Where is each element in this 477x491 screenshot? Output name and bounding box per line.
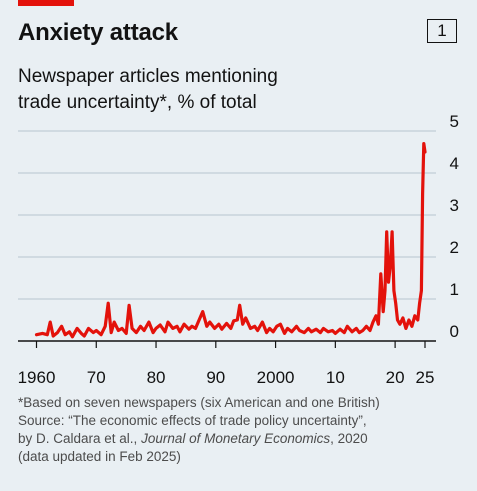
x-tick-label: 90 — [206, 368, 225, 387]
source-line-1: Source: “The economic effects of trade p… — [18, 413, 367, 428]
y-tick-label: 2 — [450, 238, 459, 257]
x-axis: 1960 70 80 90 2000 10 20 25 — [18, 340, 436, 387]
y-tick-label: 4 — [450, 154, 459, 173]
footnote-text: *Based on seven newspapers (six American… — [18, 395, 380, 410]
y-tick-label: 0 — [450, 322, 459, 341]
y-tick-label: 5 — [450, 112, 459, 131]
series-group — [34, 142, 427, 339]
gridlines — [18, 130, 436, 300]
y-tick-label: 3 — [450, 196, 459, 215]
source-line-2: by D. Caldara et al., Journal of Monetar… — [18, 430, 470, 448]
x-tick-label: 10 — [326, 368, 345, 387]
subtitle-line-2: trade uncertainty*, % of total — [18, 92, 257, 113]
y-tick-label: 1 — [450, 280, 459, 299]
x-tick-label: 25 — [416, 368, 435, 387]
chart-number-badge: 1 — [427, 19, 457, 43]
x-tick-label: 70 — [87, 368, 106, 387]
chart-subtitle: Newspaper articles mentioning trade unce… — [18, 64, 458, 116]
x-tick-label: 2000 — [257, 368, 295, 387]
x-tick-label: 1960 — [18, 368, 56, 387]
source-line-3: (data updated in Feb 2025) — [18, 449, 181, 464]
footnotes: *Based on seven newspapers (six American… — [18, 394, 470, 466]
series-line-0 — [34, 142, 427, 339]
chart-title: Anxiety attack — [18, 19, 178, 46]
source-authors: by D. Caldara et al., — [18, 431, 142, 446]
source-journal: Journal of Monetary Economics — [141, 431, 331, 446]
x-tick-label: 80 — [147, 368, 166, 387]
y-axis-labels: 0 1 2 3 4 5 — [450, 112, 459, 341]
subtitle-line-1: Newspaper articles mentioning — [18, 66, 278, 87]
x-tick-label: 20 — [386, 368, 405, 387]
source-year: , 2020 — [330, 431, 368, 446]
brand-tag — [18, 0, 74, 6]
